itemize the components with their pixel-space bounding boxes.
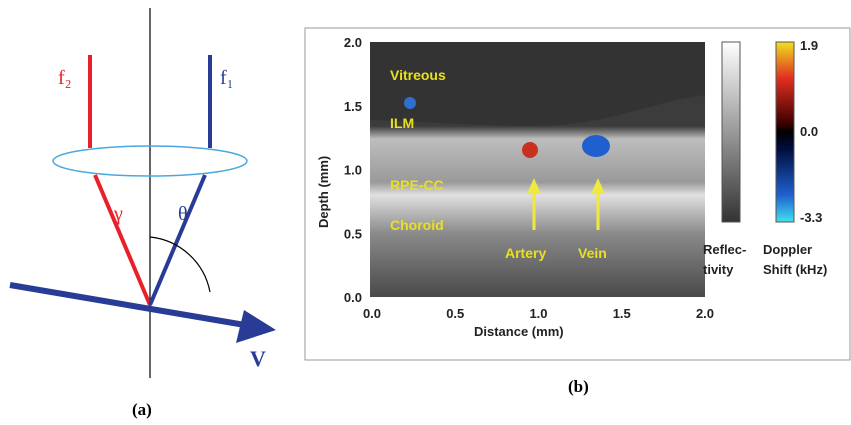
- label-f1: f₁: [220, 67, 234, 89]
- panel-b: Vitreous ILM RPE-CC Choroid Artery Vein …: [305, 28, 850, 396]
- x-tick-label: 0.5: [446, 306, 464, 321]
- x-axis-label: Distance (mm): [474, 324, 564, 339]
- reflectivity-bar: [722, 42, 740, 222]
- colorbar-label: Reflec-: [703, 242, 746, 257]
- annotation: ILM: [390, 115, 414, 131]
- annotation: Vitreous: [390, 67, 446, 83]
- label-gamma: γ: [113, 203, 123, 225]
- panel-a: f₂ f₁ γ θ V (a): [10, 8, 276, 419]
- x-tick-label: 2.0: [696, 306, 714, 321]
- beam-f2: [95, 175, 150, 305]
- colorbar-label: Doppler: [763, 242, 812, 257]
- caption: (b): [568, 377, 589, 396]
- doppler-bar: [776, 42, 794, 222]
- y-tick-label: 0.5: [344, 226, 362, 241]
- doppler-tick: 0.0: [800, 124, 818, 139]
- figure: f₂ f₁ γ θ V (a) Vitreous ILM RPE-CC Chor…: [0, 0, 851, 425]
- x-tick-label: 1.5: [613, 306, 631, 321]
- beam-f1: [150, 175, 205, 305]
- doppler-tick: 1.9: [800, 38, 818, 53]
- colorbar-label: tivity: [703, 262, 734, 277]
- arrow-head: [236, 310, 276, 343]
- y-axis-label: Depth (mm): [316, 156, 331, 228]
- y-tick-label: 1.0: [344, 163, 362, 178]
- annotation: Choroid: [390, 217, 444, 233]
- vein-flow: [582, 135, 610, 157]
- caption: (a): [132, 400, 152, 419]
- doppler-tick: -3.3: [800, 210, 822, 225]
- label-theta: θ: [178, 203, 188, 225]
- annotation: Artery: [505, 245, 546, 261]
- annotation: RPE-CC: [390, 177, 444, 193]
- y-tick-label: 0.0: [344, 290, 362, 305]
- y-tick-label: 2.0: [344, 35, 362, 50]
- annotation: Vein: [578, 245, 607, 261]
- x-tick-label: 1.0: [529, 306, 547, 321]
- label-f2: f₂: [58, 67, 72, 89]
- colorbar-label: Shift (kHz): [763, 262, 827, 277]
- label-v: V: [250, 346, 266, 371]
- x-tick-label: 0.0: [363, 306, 381, 321]
- artery-flow: [522, 142, 538, 158]
- y-tick-label: 1.5: [344, 99, 362, 114]
- speckle: [404, 97, 416, 109]
